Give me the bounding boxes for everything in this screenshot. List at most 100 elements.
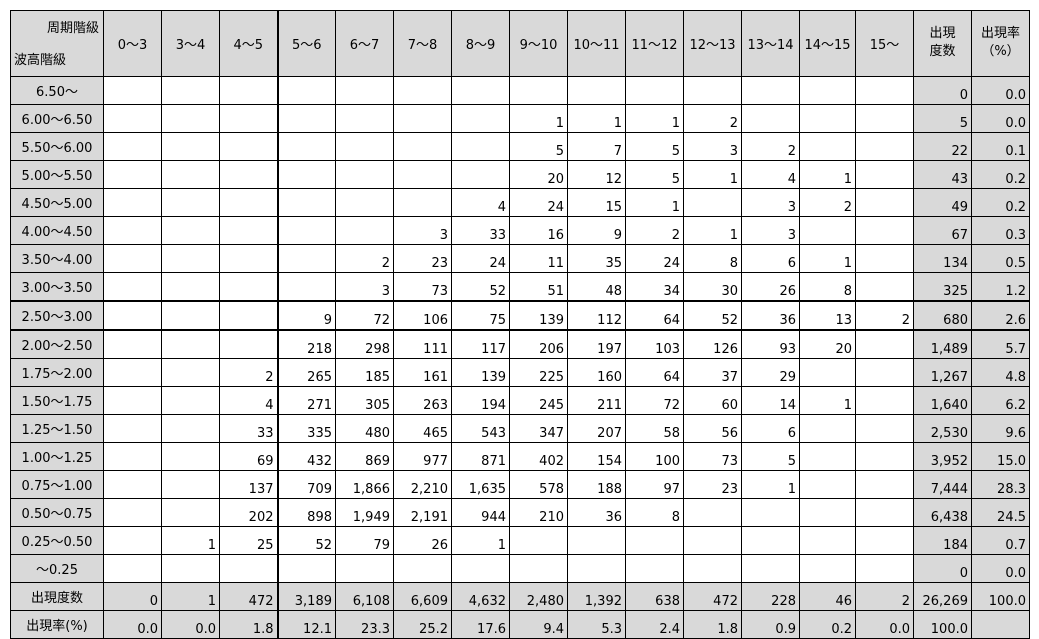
row-header: 0.50～0.75 [10,498,104,527]
table-row: ～0.25 0 0.0 [10,554,1030,583]
table-cell: 8 [625,498,684,527]
table-cell: 709 [276,470,336,499]
table-cell [161,498,220,527]
table-cell: 0 [103,582,162,611]
table-cell: 26 [741,272,800,302]
table-row: 3.50～4.00 2 23 24 11 35 24 8 6 1 134 0.5 [10,244,1030,273]
table-cell [161,132,220,161]
table-cell [335,216,394,245]
table-cell: 271 [276,386,336,415]
table-cell: 25 [219,526,278,555]
table-cell [103,76,162,105]
table-cell: 206 [509,329,568,359]
table-cell: 112 [567,300,626,331]
header-line: 度数 [929,44,956,59]
table-cell [219,216,278,245]
row-frequency-total: 0 [913,554,972,583]
table-cell [276,554,336,583]
table-cell: 137 [219,470,278,499]
table-cell [103,498,162,527]
table-cell [276,188,336,217]
table-cell: 5 [625,160,684,189]
table-cell: 210 [509,498,568,527]
column-header: 9～10 [509,10,568,77]
table-cell [335,104,394,133]
table-row: 6.00～6.50 1 1 1 2 5 0.0 [10,104,1030,133]
table-cell: 56 [683,414,742,443]
table-cell: 3 [741,188,800,217]
table-cell [276,76,336,105]
table-cell: 15 [567,188,626,217]
table-cell [335,554,394,583]
row-rate: 9.6 [971,414,1030,443]
table-cell: 79 [335,526,394,555]
row-rate: 4.8 [971,358,1030,387]
column-header: 13～14 [741,10,800,77]
table-cell: 17.6 [451,610,510,639]
table-cell: 26 [393,526,452,555]
table-cell: 3 [335,272,394,302]
row-header: 2.00～2.50 [10,329,104,359]
totals-row: 出現率(%) 0.0 0.0 1.8 12.1 23.3 25.2 17.6 9.4 5.3 2.4… [10,610,1030,639]
table-cell: 263 [393,386,452,415]
table-cell: 211 [567,386,626,415]
table-row: 2.00～2.50 218 298 111 117 206 197 103 126 93 20 1,4… [10,329,1030,359]
table-cell [855,414,914,443]
table-cell: 14 [741,386,800,415]
table-cell: 2,191 [393,498,452,527]
table-cell: 30 [683,272,742,302]
table-cell [855,526,914,555]
table-cell: 5 [625,132,684,161]
table-cell: 0.0 [855,610,914,639]
table-cell [393,104,452,133]
row-header: 3.50～4.00 [10,244,104,273]
table-cell [799,526,856,555]
row-rate: 0.2 [971,188,1030,217]
table-cell [219,300,278,331]
table-cell [799,216,856,245]
table-cell: 64 [625,300,684,331]
row-frequency-total: 5 [913,104,972,133]
table-cell: 1 [625,188,684,217]
table-cell [161,414,220,443]
table-cell: 6,609 [393,582,452,611]
row-rate: 24.5 [971,498,1030,527]
table-cell [103,470,162,499]
table-cell [161,386,220,415]
header-line: 出現率 [980,26,1020,41]
table-cell: 11 [509,244,568,273]
table-cell: 16 [509,216,568,245]
table-cell: 126 [683,329,742,359]
table-cell: 472 [219,582,278,611]
row-header: 0.75～1.00 [10,470,104,499]
table-cell: 543 [451,414,510,443]
table-cell: 1.8 [683,610,742,639]
table-cell: 1 [799,244,856,273]
table-cell: 58 [625,414,684,443]
rate-header: 出現率 （%） [971,10,1030,77]
table-cell: 72 [335,300,394,331]
table-cell: 23 [683,470,742,499]
row-rate [971,610,1030,639]
table-cell [799,132,856,161]
table-cell [161,160,220,189]
table-cell: 117 [451,329,510,359]
column-header: 7～8 [393,10,452,77]
row-rate: 100.0 [971,582,1030,611]
table-cell: 5 [509,132,568,161]
column-header: 15～ [855,10,914,77]
row-frequency-total: 1,267 [913,358,972,387]
row-header: 1.75～2.00 [10,358,104,387]
table-cell: 9 [567,216,626,245]
table-cell [683,526,742,555]
table-cell: 1 [509,104,568,133]
row-header: ～0.25 [10,554,104,583]
table-cell: 197 [567,329,626,359]
table-cell: 2 [799,188,856,217]
table-cell: 139 [451,358,510,387]
row-rate: 6.2 [971,386,1030,415]
table-cell [855,272,914,302]
table-cell [855,216,914,245]
table-cell: 578 [509,470,568,499]
table-cell [161,442,220,471]
